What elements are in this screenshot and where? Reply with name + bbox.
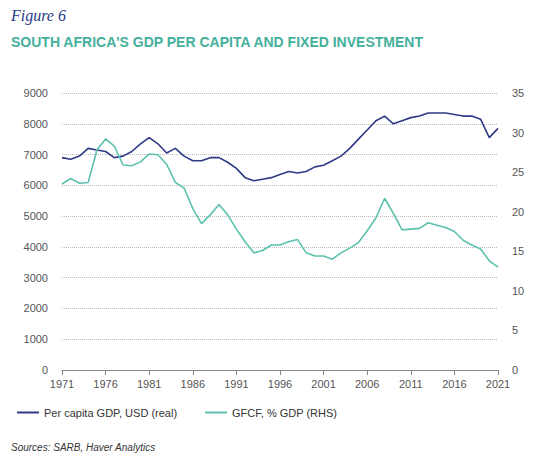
svg-text:30: 30 xyxy=(512,127,524,139)
svg-text:8000: 8000 xyxy=(24,118,48,130)
svg-text:Sources: SARB, Haver Analytics: Sources: SARB, Haver Analytics xyxy=(11,442,155,453)
svg-text:Figure 6: Figure 6 xyxy=(10,7,66,25)
svg-text:1981: 1981 xyxy=(137,378,161,390)
svg-text:5: 5 xyxy=(512,324,518,336)
svg-text:SOUTH AFRICA'S GDP PER CAPITA: SOUTH AFRICA'S GDP PER CAPITA AND FIXED … xyxy=(11,34,423,50)
svg-text:6000: 6000 xyxy=(24,179,48,191)
svg-text:2006: 2006 xyxy=(355,378,379,390)
svg-text:20: 20 xyxy=(512,206,524,218)
svg-text:1991: 1991 xyxy=(224,378,248,390)
svg-text:Per capita GDP, USD (real): Per capita GDP, USD (real) xyxy=(44,407,177,419)
svg-text:2016: 2016 xyxy=(442,378,466,390)
svg-text:10: 10 xyxy=(512,285,524,297)
svg-text:0: 0 xyxy=(42,364,48,376)
svg-text:15: 15 xyxy=(512,245,524,257)
svg-text:2001: 2001 xyxy=(311,378,335,390)
svg-text:2021: 2021 xyxy=(486,378,510,390)
svg-text:1971: 1971 xyxy=(50,378,74,390)
svg-text:5000: 5000 xyxy=(24,210,48,222)
svg-text:2000: 2000 xyxy=(24,302,48,314)
svg-text:1986: 1986 xyxy=(181,378,205,390)
svg-text:7000: 7000 xyxy=(24,149,48,161)
svg-text:1976: 1976 xyxy=(93,378,117,390)
svg-text:9000: 9000 xyxy=(24,87,48,99)
svg-text:0: 0 xyxy=(512,364,518,376)
svg-text:1996: 1996 xyxy=(268,378,292,390)
svg-text:3000: 3000 xyxy=(24,272,48,284)
svg-text:GFCF, % GDP (RHS): GFCF, % GDP (RHS) xyxy=(232,407,337,419)
svg-text:25: 25 xyxy=(512,166,524,178)
svg-text:1000: 1000 xyxy=(24,333,48,345)
svg-text:4000: 4000 xyxy=(24,241,48,253)
svg-text:35: 35 xyxy=(512,87,524,99)
svg-text:2011: 2011 xyxy=(399,378,423,390)
